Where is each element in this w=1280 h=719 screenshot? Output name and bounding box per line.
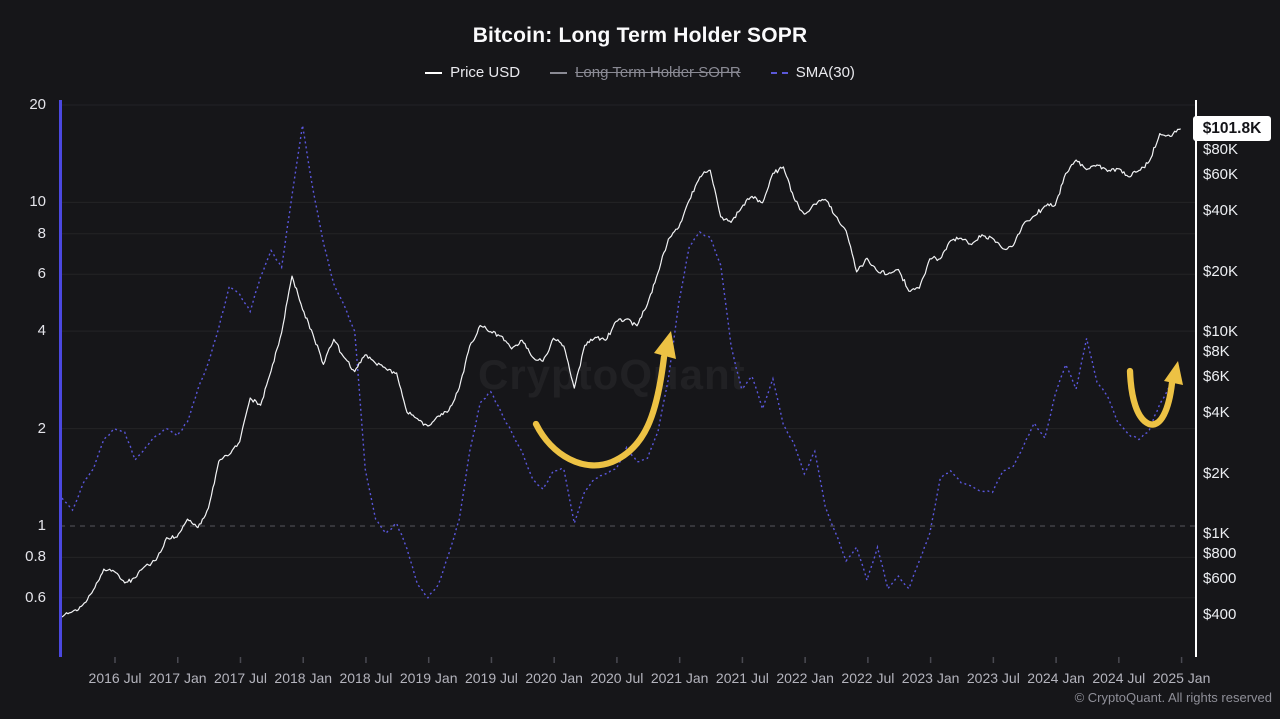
- right-axis-tick-label: $2K: [1203, 464, 1230, 482]
- right-axis-tick-label: $4K: [1203, 403, 1230, 421]
- right-axis-tick-label: $10K: [1203, 323, 1239, 341]
- x-axis-tick-label: 2024 Jan: [1027, 670, 1085, 686]
- right-axis-tick-label: $40K: [1203, 201, 1239, 219]
- sma30-line: [61, 125, 1182, 599]
- x-axis-tick-label: 2017 Jan: [148, 670, 207, 686]
- right-axis-tick-label: $6K: [1203, 368, 1230, 386]
- right-axis-tick-label: $400: [1203, 605, 1237, 623]
- left-axis-tick-label: 8: [37, 224, 46, 242]
- x-axis-tick-label: 2023 Jul: [966, 670, 1020, 686]
- legend-item-sma30[interactable]: SMA(30): [770, 64, 855, 81]
- legend: Price USD Long Term Holder SOPR SMA(30): [0, 64, 1280, 81]
- right-axis-tick-label: $60K: [1203, 166, 1239, 184]
- price-line: [61, 128, 1181, 618]
- x-axis-tick-label: 2025 Jan: [1152, 670, 1211, 686]
- right-axis-tick-label: $800: [1203, 544, 1237, 562]
- sma-line-swatch-icon: [770, 71, 788, 74]
- x-axis-tick-label: 2023 Jan: [901, 670, 960, 686]
- current-price-badge: $101.8K: [1193, 116, 1271, 141]
- left-axis-tick-label: 1: [37, 517, 46, 534]
- page-title: Bitcoin: Long Term Holder SOPR: [472, 24, 808, 47]
- x-axis-tick-label: 2019 Jan: [399, 670, 458, 686]
- x-axis-tick-label: 2018 Jan: [274, 670, 333, 686]
- left-axis-tick-label: 6: [37, 265, 46, 283]
- x-axis-tick-label: 2021 Jan: [650, 670, 709, 686]
- right-axis-tick-label: $20K: [1203, 262, 1239, 280]
- x-axis-tick-label: 2020 Jul: [590, 670, 644, 686]
- legend-label: Long Term Holder SOPR: [575, 64, 741, 81]
- left-axis-tick-label: 20: [29, 95, 46, 113]
- cryptoquant-watermark: CryptoQuant: [478, 351, 746, 398]
- price-line-swatch-icon: [425, 71, 443, 74]
- x-axis-tick-label: 2019 Jul: [464, 670, 518, 686]
- x-axis-tick-label: 2024 Jul: [1092, 670, 1146, 686]
- left-axis-tick-label: 0.8: [25, 548, 46, 566]
- x-axis-tick-label: 2016 Jul: [88, 670, 142, 686]
- legend-item-price-usd[interactable]: Price USD: [425, 64, 520, 81]
- left-axis-tick-label: 0.6: [25, 588, 46, 606]
- right-axis-tick-label: $8K: [1203, 342, 1230, 360]
- right-axis-tick-label: $1K: [1203, 525, 1230, 543]
- x-axis-tick-label: 2022 Jul: [841, 670, 895, 686]
- right-axis-tick-label: $80K: [1203, 140, 1239, 158]
- x-axis-tick-label: 2022 Jan: [776, 670, 834, 686]
- legend-item-lth-sopr[interactable]: Long Term Holder SOPR: [550, 64, 741, 81]
- annotation-arrow-2: [1126, 367, 1176, 428]
- annotation-arrowhead-1: [654, 331, 676, 359]
- sopr-line-swatch-icon: [550, 71, 568, 74]
- x-axis-tick-label: 2020 Jan: [525, 670, 583, 686]
- copyright-text: © CryptoQuant. All rights reserved: [1074, 690, 1272, 705]
- right-axis-tick-label: $600: [1203, 570, 1237, 588]
- left-axis-tick-label: 4: [37, 322, 46, 340]
- left-axis-tick-label: 2: [37, 419, 46, 437]
- legend-label: Price USD: [450, 64, 521, 81]
- left-axis-tick-label: 10: [29, 193, 46, 211]
- annotation-arrow-1: [532, 353, 668, 469]
- x-axis-tick-label: 2017 Jul: [214, 670, 267, 686]
- x-axis-tick-label: 2018 Jul: [339, 670, 393, 686]
- x-axis-tick-label: 2021 Jul: [715, 670, 769, 686]
- annotation-arrowhead-2: [1164, 361, 1183, 385]
- legend-label: SMA(30): [795, 64, 855, 81]
